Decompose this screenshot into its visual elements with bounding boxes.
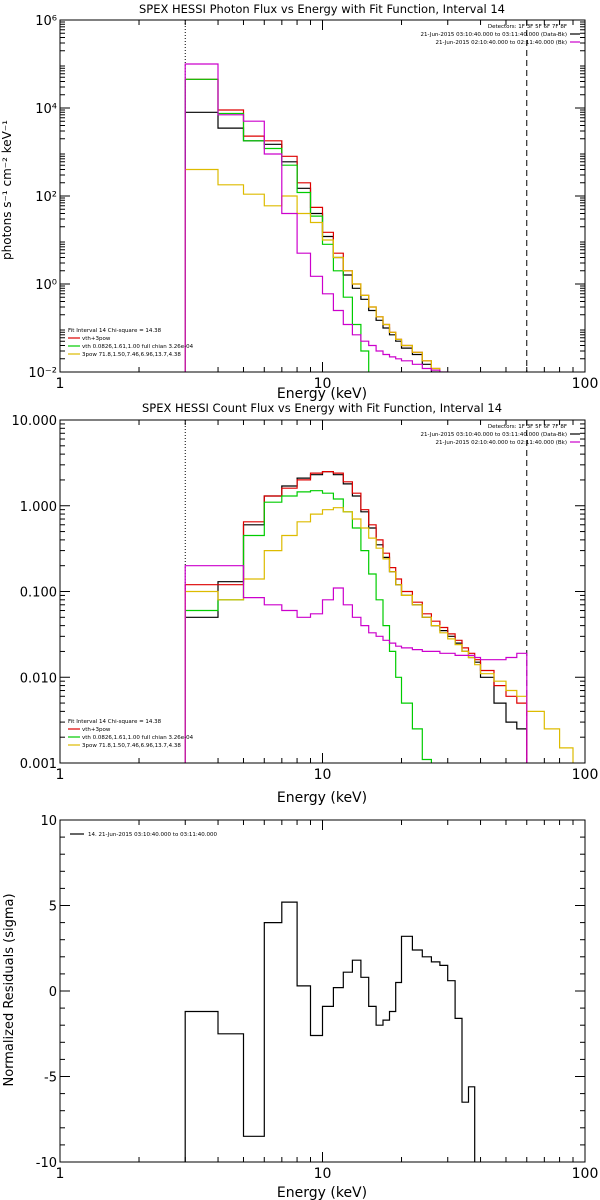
count-flux-legend-bottom-label: 3pow 71.8,1.50,7.46,6.96,13.7,4.38 — [82, 743, 181, 749]
photon-flux-legend-bottom-label: 3pow 71.8,1.50,7.46,6.96,13.7,4.38 — [82, 352, 181, 358]
photon-flux-series-0 — [184, 111, 441, 372]
count-flux-x-tick-label: 100 — [572, 767, 599, 783]
count-flux-xlabel: Energy (keV) — [277, 790, 367, 806]
photon-flux-x-tick-label: 10 — [314, 376, 332, 392]
photon-flux-series-2 — [184, 78, 370, 372]
residuals-x-tick-label: 1 — [56, 1166, 65, 1182]
residuals-panel: Normalized Residuals (sigma) Energy (keV… — [2, 814, 598, 1200]
residuals-y-tick-label: 5 — [49, 900, 57, 915]
count-flux-legend-top-label: 21-Jun-2015 03:10:40.000 to 03:11:40.000… — [421, 432, 567, 438]
photon-flux-y-tick-label: 10⁶ — [35, 14, 57, 29]
count-flux-y-tick-label: 0.010 — [20, 671, 57, 686]
residuals-y-tick-label: 0 — [49, 985, 57, 1000]
count-flux-series-4 — [184, 565, 528, 763]
count-flux-legend-top-label: Detectors: 1F 3F 5F 6F 7F 8F — [488, 424, 567, 430]
photon-flux-legend-bottom-label: vth 0.0826,1.61,1.00 full chian 3.26e-04 — [82, 344, 194, 350]
photon-flux-legend-top-label: 21-Jun-2015 03:10:40.000 to 03:11:40.000… — [421, 32, 567, 38]
residuals-xlabel: Energy (keV) — [277, 1185, 367, 1200]
residuals-y-tick-label: -5 — [44, 1071, 57, 1086]
photon-flux-y-tick-label: 10² — [35, 190, 57, 205]
photon-flux-y-tick-label: 10⁻² — [28, 366, 57, 381]
count-flux-x-tick-label: 1 — [56, 767, 65, 783]
residuals-y-tick-label: -10 — [36, 1156, 57, 1171]
residuals-legend-label: 14. 21-Jun-2015 03:10:40.000 to 03:11:40… — [88, 832, 218, 838]
photon-flux-series-4 — [184, 63, 449, 372]
count-flux-legend-top-label: 21-Jun-2015 02:10:40.000 to 02:11:40.000… — [435, 440, 567, 446]
photon-flux-panel: SPEX HESSI Photon Flux vs Energy with Fi… — [0, 2, 599, 402]
photon-flux-plot-frame — [59, 19, 586, 373]
photon-flux-legend-bottom-label: vth+3pow — [82, 336, 111, 342]
count-flux-y-tick-label: 0.001 — [20, 757, 57, 772]
count-flux-title: SPEX HESSI Count Flux vs Energy with Fit… — [142, 401, 502, 415]
count-flux-series-0 — [184, 471, 528, 763]
count-flux-legend-bottom-label: Fit Interval 14 Chi-square = 14.38 — [68, 719, 162, 725]
count-flux-x-tick-label: 10 — [314, 767, 332, 783]
count-flux-series-1 — [184, 471, 528, 763]
photon-flux-x-tick-label: 100 — [572, 376, 599, 392]
photon-flux-legend-bottom-label: Fit Interval 14 Chi-square = 14.38 — [68, 328, 162, 334]
photon-flux-legend-top-label: Detectors: 1F 3F 5F 6F 7F 8F — [488, 24, 567, 30]
photon-flux-title: SPEX HESSI Photon Flux vs Energy with Fi… — [139, 2, 505, 16]
residuals-y-tick-label: 10 — [40, 814, 57, 829]
count-flux-plot-frame — [59, 419, 586, 764]
count-flux-legend-bottom-label: vth 0.0826,1.61,1.00 full chian 3.26e-04 — [82, 735, 194, 741]
count-flux-y-tick-label: 1.000 — [20, 500, 57, 515]
count-flux-legend-bottom-label: vth+3pow — [82, 727, 111, 733]
photon-flux-y-tick-label: 10⁰ — [35, 278, 57, 293]
residuals-plot-frame — [59, 819, 586, 1163]
photon-flux-ylabel: photons s⁻¹ cm⁻² keV⁻¹ — [0, 120, 14, 260]
photon-flux-series-3 — [184, 168, 441, 372]
count-flux-series-2 — [184, 490, 432, 763]
residuals-x-tick-label: 100 — [572, 1166, 599, 1182]
count-flux-y-tick-label: 10.000 — [12, 414, 58, 429]
count-flux-series-3 — [184, 507, 574, 763]
residuals-ylabel: Normalized Residuals (sigma) — [2, 893, 17, 1086]
residuals-x-tick-label: 10 — [314, 1166, 332, 1182]
photon-flux-xlabel: Energy (keV) — [277, 386, 367, 402]
photon-flux-legend-top-label: 21-Jun-2015 02:10:40.000 to 02:11:40.000… — [435, 40, 567, 46]
photon-flux-y-tick-label: 10⁴ — [35, 102, 57, 117]
count-flux-y-tick-label: 0.100 — [20, 586, 57, 601]
residuals-series-0 — [184, 901, 476, 1162]
photon-flux-x-tick-label: 1 — [56, 376, 65, 392]
count-flux-panel: SPEX HESSI Count Flux vs Energy with Fit… — [12, 401, 599, 806]
